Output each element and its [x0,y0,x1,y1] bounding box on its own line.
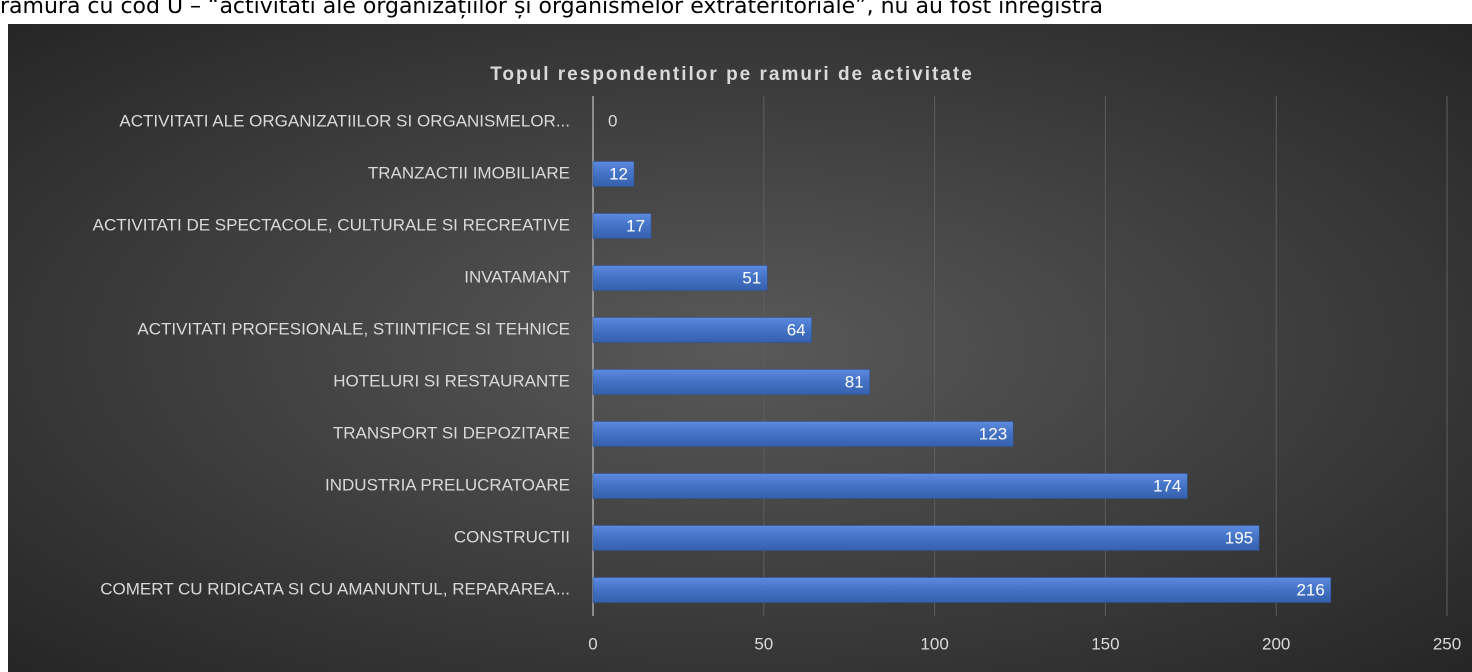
y-tick-label: HOTELURI SI RESTAURANTE [333,371,570,390]
bar [592,317,812,343]
x-tick-label: 200 [1262,634,1290,653]
data-label: 123 [979,424,1007,443]
data-label: 0 [608,111,617,130]
data-label: 51 [742,268,761,287]
x-tick-label: 0 [588,634,597,653]
y-tick-label: TRANZACTII IMOBILIARE [368,163,570,182]
bar [592,213,652,239]
y-tick-label: ACTIVITATI PROFESIONALE, STIINTIFICE SI … [137,319,570,338]
y-tick-label: COMERT CU RIDICATA SI CU AMANUNTUL, REPA… [100,579,570,598]
data-label: 81 [845,372,864,391]
x-tick-label: 100 [920,634,948,653]
bar [592,369,870,395]
y-tick-label: ACTIVITATI DE SPECTACOLE, CULTURALE SI R… [93,215,570,234]
y-tick-label: ACTIVITATI ALE ORGANIZATIILOR SI ORGANIS… [119,111,570,130]
y-tick-label: INVATAMANT [464,267,570,286]
data-label: 17 [626,216,645,235]
y-tick-label: CONSTRUCTII [454,527,570,546]
bar [592,161,635,187]
data-label: 174 [1153,476,1181,495]
y-tick-label: INDUSTRIA PRELUCRATOARE [325,475,570,494]
bar [592,525,1260,551]
data-label: 195 [1225,528,1253,547]
x-tick-label: 250 [1433,634,1461,653]
x-tick-label: 50 [754,634,773,653]
y-tick-label: TRANSPORT SI DEPOZITARE [333,423,570,442]
bar [592,577,1332,603]
bar [592,421,1014,447]
x-tick-label: 150 [1091,634,1119,653]
chart-background [8,24,1472,672]
chart-title: Topul respondentilor pe ramuri de activi… [490,64,974,85]
data-label: 64 [787,320,806,339]
chart: Topul respondentilor pe ramuri de activi… [8,24,1472,672]
bar [592,265,768,291]
bar [592,473,1188,499]
data-label: 216 [1296,580,1324,599]
document-text: ramura cu cod U – “activitati ale organi… [0,0,1104,19]
data-label: 12 [609,164,628,183]
